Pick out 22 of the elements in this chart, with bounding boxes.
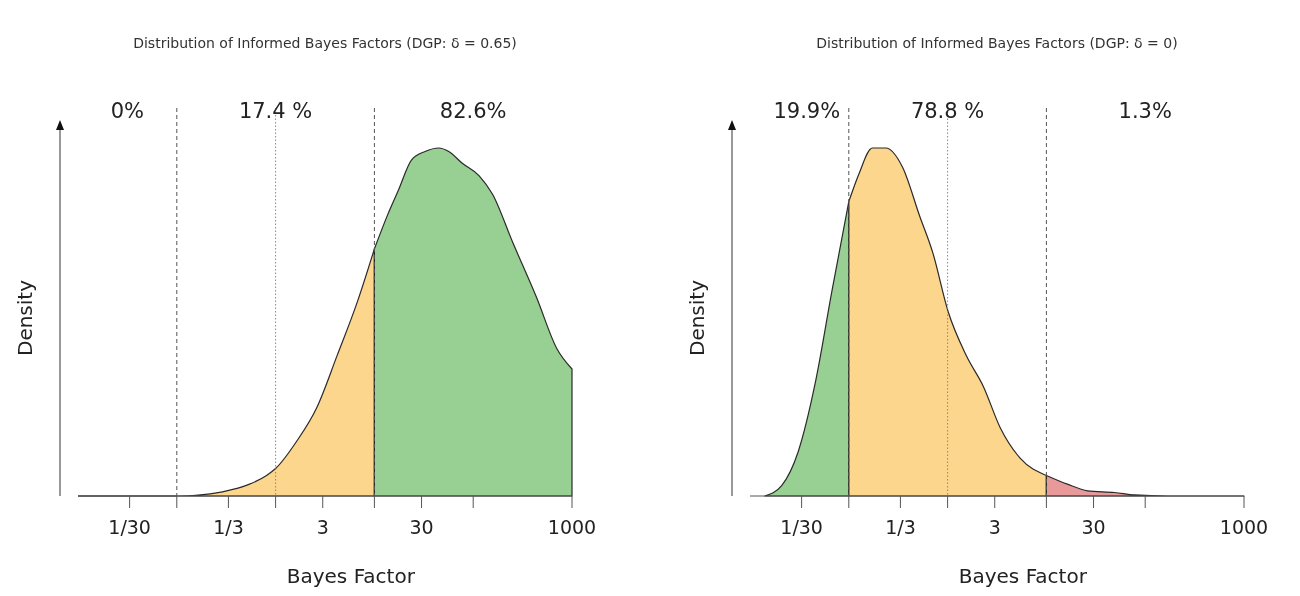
x-tick-label: 1000 (547, 516, 597, 538)
x-tick-label: 1/30 (780, 516, 823, 538)
x-tick-label: 30 (409, 516, 434, 538)
x-axis-title: Bayes Factor (958, 564, 1088, 588)
chart-title: Distribution of Informed Bayes Factors (DGP: δ = 0) (816, 35, 1178, 51)
x-tick-label: 3 (988, 516, 1001, 538)
text: 82.6% (439, 99, 507, 123)
chart-title: Distribution of Informed Bayes Factors (DGP: δ = 0.65) (133, 35, 517, 51)
x-tick-label: 1000 (1219, 516, 1269, 538)
x-tick-label: 30 (1081, 516, 1106, 538)
y-axis-title: Density (13, 279, 37, 357)
x-axis-title: Bayes Factor (286, 564, 416, 588)
x-tick-label: 1/3 (213, 516, 244, 538)
text: 17.4 % (238, 99, 313, 123)
y-axis-title: Density (685, 279, 709, 357)
text: 78.8 % (910, 99, 985, 123)
text: 0% (110, 99, 145, 123)
x-tick-label: 3 (316, 516, 329, 538)
text: 1.3% (1118, 99, 1172, 123)
x-tick-label: 1/30 (108, 516, 151, 538)
x-tick-label: 1/3 (885, 516, 916, 538)
text: 19.9% (773, 99, 841, 123)
